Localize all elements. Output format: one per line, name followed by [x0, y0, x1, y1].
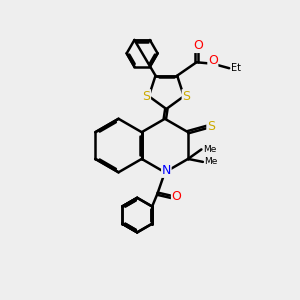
Text: S: S [182, 90, 190, 103]
Text: S: S [142, 90, 150, 103]
Text: O: O [208, 54, 218, 67]
Text: N: N [162, 164, 171, 177]
Text: O: O [193, 39, 203, 52]
Text: Et: Et [231, 63, 241, 73]
Text: O: O [172, 190, 182, 203]
Text: Me: Me [203, 145, 216, 154]
Text: Me: Me [204, 158, 218, 166]
Text: S: S [207, 120, 215, 133]
